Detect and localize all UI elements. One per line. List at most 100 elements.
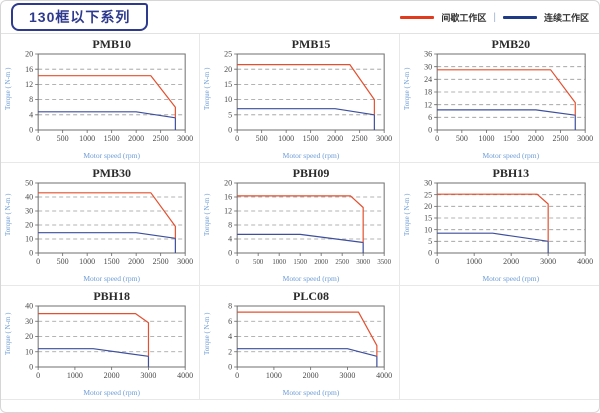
chart-title: PMB20 — [491, 37, 531, 51]
y-tick-label: 4 — [29, 110, 33, 119]
y-tick-label: 4 — [228, 332, 232, 341]
x-tick-label: 3000 — [357, 259, 371, 266]
x-tick-label: 0 — [435, 257, 439, 266]
chart-cell-pbh13: PBH13 Torque ( N-m ) 0 1000 2000 3000 4000 0 5… — [399, 163, 599, 286]
x-tick-label: 1000 — [478, 134, 494, 143]
x-axis-label: Motor speed (rpm) — [83, 388, 140, 397]
x-axis-label: Motor speed (rpm) — [282, 274, 340, 283]
x-tick-label: 1500 — [104, 257, 120, 266]
x-tick-label: 1500 — [303, 134, 319, 143]
y-tick-label: 20 — [25, 332, 33, 341]
chart-title: PMB15 — [291, 37, 331, 51]
y-tick-label: 18 — [424, 88, 432, 97]
x-tick-label: 3000 — [577, 134, 593, 143]
y-tick-label: 20 — [25, 221, 33, 230]
x-tick-label: 0 — [36, 371, 40, 380]
legend-label-continuous: 连续工作区 — [543, 12, 589, 23]
x-axis-label: Motor speed (rpm) — [482, 274, 540, 283]
continuous-curve — [237, 348, 378, 367]
chart-cell-pmb20: PMB20 Torque ( N-m ) 0 500 1000 1500 2000 250… — [399, 34, 599, 163]
continuous-curve — [38, 348, 150, 367]
y-tick-label: 40 — [25, 302, 33, 311]
x-tick-label: 3000 — [376, 134, 392, 143]
x-tick-label: 2500 — [552, 134, 568, 143]
y-tick-label: 10 — [224, 95, 232, 104]
x-tick-label: 1000 — [273, 259, 287, 266]
intermittent-curve — [38, 192, 176, 239]
chart-cell-pbh09: PBH09 Torque ( N-m ) 0 500 1000 1500 2000 250… — [200, 163, 400, 286]
x-tick-label: 2000 — [315, 259, 329, 266]
y-tick-label: 20 — [424, 202, 432, 211]
x-tick-label: 2000 — [104, 371, 120, 380]
y-tick-label: 0 — [428, 126, 432, 135]
x-tick-label: 0 — [435, 134, 439, 143]
x-tick-label: 4000 — [376, 371, 392, 380]
x-tick-label: 0 — [235, 134, 239, 143]
legend: 间歇工作区 | 连续工作区 — [400, 11, 589, 24]
y-tick-label: 8 — [228, 221, 232, 230]
intermittent-curve — [436, 69, 576, 116]
y-tick-label: 6 — [228, 317, 232, 326]
y-tick-label: 16 — [25, 65, 33, 74]
x-tick-label: 0 — [236, 259, 240, 266]
y-tick-label: 0 — [228, 363, 232, 372]
y-tick-label: 10 — [424, 225, 432, 234]
y-tick-label: 0 — [29, 126, 33, 135]
x-tick-label: 3000 — [140, 371, 156, 380]
y-tick-label: 16 — [224, 193, 232, 202]
chart-title: PBH13 — [492, 166, 530, 180]
y-tick-label: 36 — [424, 50, 432, 59]
x-axis-label: Motor speed (rpm) — [482, 151, 540, 160]
x-tick-label: 4000 — [577, 257, 593, 266]
y-tick-label: 0 — [228, 126, 232, 135]
y-tick-label: 25 — [224, 50, 232, 59]
y-tick-label: 20 — [224, 65, 232, 74]
x-tick-label: 0 — [36, 257, 40, 266]
y-tick-label: 20 — [224, 179, 232, 188]
x-tick-label: 0 — [235, 371, 239, 380]
y-tick-label: 6 — [428, 113, 432, 122]
continuous-curve — [237, 108, 376, 130]
x-axis-label: Motor speed (rpm) — [83, 151, 140, 160]
y-tick-label: 4 — [228, 235, 232, 244]
chart-plot: 0 500 1000 1500 2000 2500 3000 3500 0 4 8 12 16 20 — [224, 179, 392, 266]
chart-cell-plc08: PLC08 Torque ( N-m ) 0 1000 2000 3000 4000 0 2… — [200, 286, 400, 400]
x-tick-label: 3000 — [177, 257, 193, 266]
y-tick-label: 5 — [228, 110, 232, 119]
chart-plot: 0 500 1000 1500 2000 2500 3000 0 6 12 18 24 30 36 — [424, 50, 593, 143]
x-tick-label: 3000 — [340, 371, 356, 380]
x-tick-label: 1000 — [278, 134, 294, 143]
chart-plot: 0 1000 2000 3000 4000 0 5 10 15 20 25 30 — [424, 179, 593, 266]
x-tick-label: 1500 — [503, 134, 519, 143]
y-tick-label: 0 — [428, 249, 432, 258]
chart-plot: 0 1000 2000 3000 4000 0 10 20 30 40 — [25, 302, 193, 380]
x-tick-label: 2000 — [128, 257, 144, 266]
page-title: 130框以下系列 — [11, 3, 149, 31]
y-tick-label: 20 — [25, 50, 33, 59]
x-tick-label: 2000 — [303, 371, 319, 380]
intermittent-curve — [237, 195, 365, 243]
x-tick-label: 3500 — [378, 259, 392, 266]
y-tick-label: 12 — [25, 80, 33, 89]
chart-title: PMB30 — [92, 166, 131, 180]
continuous-curve — [436, 109, 576, 130]
y-tick-label: 40 — [25, 193, 33, 202]
chart-title: PBH18 — [93, 289, 130, 303]
x-tick-label: 1500 — [294, 259, 308, 266]
chart-cell-pmb10: PMB10 Torque ( N-m ) 0 500 1000 1500 2000 250… — [1, 34, 201, 163]
y-tick-label: 12 — [224, 207, 232, 216]
legend-label-intermittent: 间歇工作区 — [441, 12, 487, 23]
y-tick-label: 0 — [29, 363, 33, 372]
plot-border — [37, 182, 186, 254]
y-tick-label: 50 — [25, 179, 33, 188]
continuous-curve — [237, 233, 365, 253]
x-tick-label: 0 — [36, 134, 40, 143]
empty-cell — [399, 286, 599, 400]
x-tick-label: 2000 — [327, 134, 343, 143]
x-tick-label: 2000 — [503, 257, 519, 266]
x-tick-label: 500 — [57, 134, 69, 143]
intermittent-curve — [38, 75, 176, 118]
chart-title: PMB10 — [92, 37, 131, 51]
x-tick-label: 4000 — [177, 371, 193, 380]
